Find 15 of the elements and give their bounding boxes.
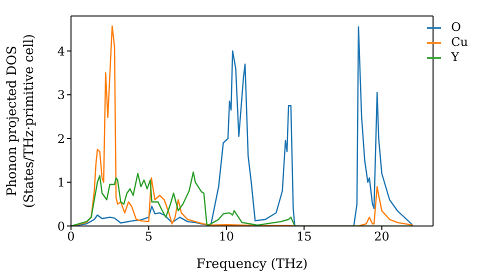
x-axis-title: Frequency (THz) <box>196 257 308 272</box>
y-tick-label: 3 <box>57 88 65 102</box>
y-tick-label: 1 <box>57 176 65 190</box>
y-tick-label: 0 <box>57 219 65 234</box>
legend-label: O <box>451 20 461 34</box>
legend-label: Y <box>451 50 459 64</box>
x-tick-label: 5 <box>144 230 153 244</box>
x-tick-label: 0 <box>67 230 75 244</box>
x-tick-label: 10 <box>218 230 234 244</box>
y-tick-label: 4 <box>57 44 66 58</box>
x-tick-label: 15 <box>296 230 312 244</box>
legend-label: Cu <box>451 35 468 49</box>
y-axis-title: Phonon projected DOS (States/THz·primitive cell) <box>5 34 37 208</box>
y-tick-label: 2 <box>57 132 65 146</box>
x-tick-label: 20 <box>374 230 390 244</box>
